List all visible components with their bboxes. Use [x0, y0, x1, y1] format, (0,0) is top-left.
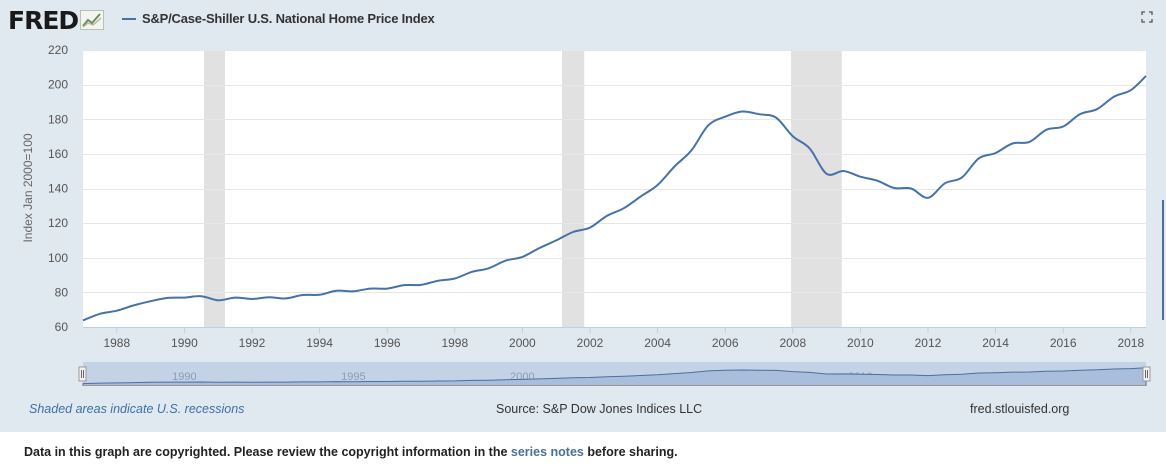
x-tick-label: 1996	[374, 336, 401, 350]
expand-icon[interactable]	[1141, 11, 1153, 23]
copyright-text-before: Data in this graph are copyrighted. Plea…	[24, 445, 511, 459]
navigator-left-handle[interactable]	[78, 366, 87, 382]
navigator-series-area	[82, 367, 1147, 386]
x-tick-label: 2008	[779, 336, 806, 350]
x-tick-label: 1998	[441, 336, 468, 350]
x-tick-label: 2000	[509, 336, 536, 350]
fred-logo-graph-icon	[80, 10, 105, 30]
y-tick-label: 60	[55, 320, 69, 334]
x-tick-label: 2012	[915, 336, 942, 350]
line-chart[interactable]: 60 80 100 120 140 160 180 200 220 1988 1990 1992 19…	[0, 40, 1166, 386]
y-tick-label: 200	[48, 78, 68, 92]
x-tick-label: 1990	[171, 336, 198, 350]
series-notes-link[interactable]: series notes	[510, 445, 584, 459]
x-tick-label: 2002	[577, 336, 604, 350]
series-title: S&P/Case-Shiller U.S. National Home Pric…	[142, 11, 435, 26]
copyright-text-after: before sharing.	[583, 445, 678, 459]
x-tick-label: 2018	[1117, 336, 1144, 350]
time-navigator[interactable]: 199019952000200520102015	[78, 362, 1151, 386]
plot-area	[83, 50, 1146, 327]
y-tick-label: 180	[48, 112, 68, 126]
x-tick-label: 2004	[644, 336, 671, 350]
recession-band-1	[204, 50, 225, 327]
navigator-right-handle[interactable]	[1142, 366, 1151, 382]
fred-logo-text: FRED	[8, 5, 79, 35]
x-tick-label: 2014	[982, 336, 1009, 350]
y-tick-label: 100	[48, 251, 68, 265]
y-axis-title: Index Jan 2000=100	[21, 133, 35, 242]
y-tick-label: 160	[48, 147, 68, 161]
y-tick-label: 140	[48, 182, 68, 196]
x-tick-label: 1988	[103, 336, 130, 350]
recession-band-2	[561, 50, 585, 327]
series-legend[interactable]: S&P/Case-Shiller U.S. National Home Pric…	[122, 11, 435, 26]
copyright-notice: Data in this graph are copyrighted. Plea…	[24, 445, 678, 459]
y-tick-label: 120	[48, 216, 68, 230]
x-tick-label: 2016	[1050, 336, 1077, 350]
x-tick-label: 1992	[239, 336, 266, 350]
legend-line-swatch	[122, 17, 136, 20]
fred-logo[interactable]: FRED	[8, 5, 105, 35]
y-tick-label: 80	[55, 285, 69, 299]
page-scrollbar[interactable]	[1162, 200, 1164, 320]
navigator-year-label: 1995	[341, 371, 365, 383]
navigator-year-label: 1990	[172, 371, 196, 383]
x-tick-label: 2006	[712, 336, 739, 350]
series-line	[82, 75, 1147, 322]
site-url[interactable]: fred.stlouisfed.org	[970, 402, 1070, 416]
x-tick-label: 2010	[847, 336, 874, 350]
y-tick-label: 220	[48, 43, 68, 57]
x-tick-label: 1994	[306, 336, 333, 350]
recession-band-3	[791, 50, 842, 327]
recession-note: Shaded areas indicate U.S. recessions	[29, 402, 245, 416]
source-credit: Source: S&P Dow Jones Indices LLC	[496, 402, 703, 416]
